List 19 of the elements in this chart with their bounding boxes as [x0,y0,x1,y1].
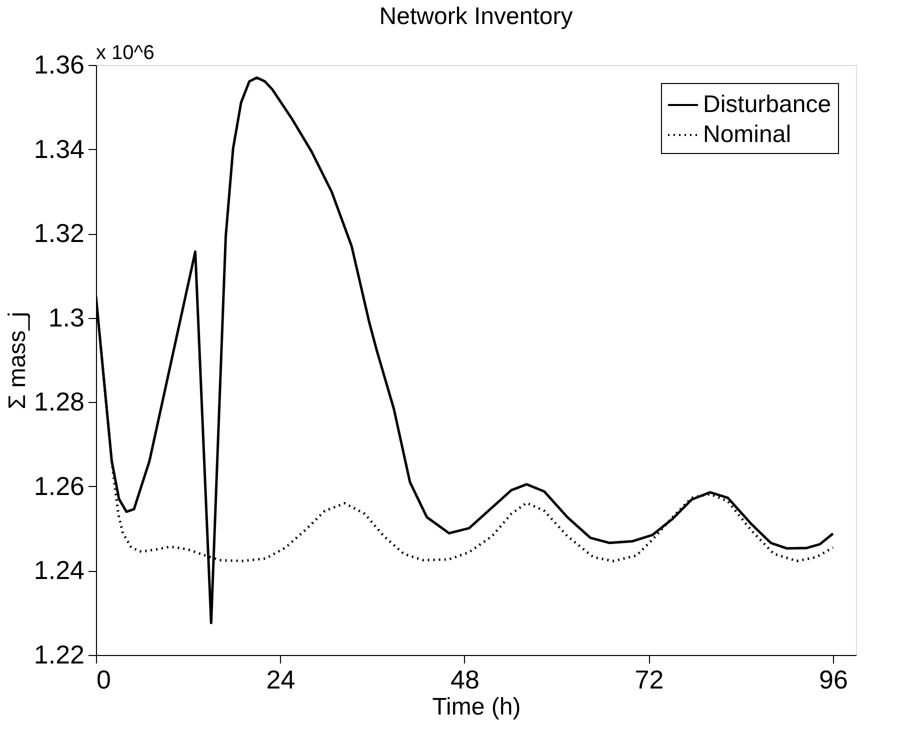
y-tick-label: 1.28 [34,386,84,417]
y-tick-label: 1.36 [34,50,84,80]
legend-label: Nominal [703,121,792,148]
chart-title: Network Inventory [379,3,573,30]
x-tick-label: 24 [266,664,296,694]
y-tick-label: 1.24 [34,555,84,586]
x-tick-label: 0 [96,664,111,694]
y-axis-title: Σ mass_j [4,312,31,410]
x-tick-label: 48 [450,664,480,694]
y-tick-label: 1.3 [48,302,84,332]
legend-label: Disturbance [703,91,832,118]
y-tick-label: 1.32 [34,218,84,248]
y-tick-label: 1.22 [34,640,84,670]
x-axis-title: Time (h) [432,694,521,720]
y-tick-label: 1.34 [34,134,84,164]
x-tick-label: 96 [819,664,848,694]
y-tick-label: 1.26 [34,470,84,501]
x-tick-label: 72 [634,664,664,694]
text: x 10^6 [96,42,154,64]
